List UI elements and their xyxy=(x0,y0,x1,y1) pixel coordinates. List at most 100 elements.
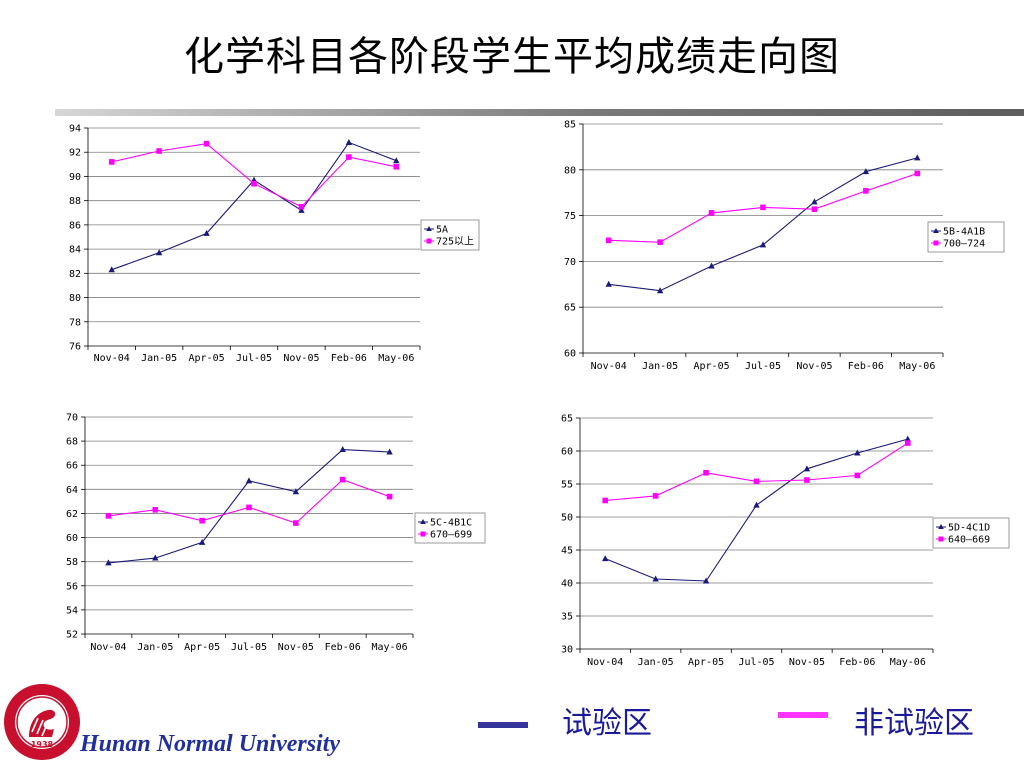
chart-5d-vs-640: 30 35 40 45 50 55 60 65 Nov-04 Jan-05 Apr-05 Jul-05… xyxy=(500,410,1010,672)
data-point xyxy=(760,204,766,211)
y-tick-label: 78 xyxy=(69,317,81,328)
data-point xyxy=(804,477,810,483)
data-point xyxy=(602,497,609,504)
key-label-experimental: 试验区 xyxy=(562,706,652,741)
data-point xyxy=(862,168,870,175)
university-seal-logo: 1938 xyxy=(2,682,82,762)
x-tick-label: Jul-05 xyxy=(231,642,267,653)
x-tick-label: Feb-06 xyxy=(848,361,884,372)
data-point xyxy=(702,577,710,584)
series-line-5a xyxy=(111,141,397,271)
data-point xyxy=(904,440,911,446)
legend-marker xyxy=(938,524,944,529)
y-tick-label: 54 xyxy=(66,605,78,616)
y-tick-label: 80 xyxy=(564,165,576,176)
x-tick-label: Nov-04 xyxy=(591,361,627,372)
legend-marker xyxy=(933,228,939,233)
x-tick-label: May-06 xyxy=(890,657,926,668)
y-tick-label: 92 xyxy=(69,148,81,159)
x-tick-label: Nov-05 xyxy=(796,361,832,372)
legend-label: 700—724 xyxy=(943,239,985,250)
data-point xyxy=(156,148,162,154)
data-point xyxy=(708,210,715,216)
svg-text:1938: 1938 xyxy=(31,740,54,749)
legend-marker xyxy=(938,536,944,542)
legend-box xyxy=(420,219,480,251)
data-point xyxy=(203,140,210,147)
title-divider xyxy=(55,109,1024,116)
legend-marker xyxy=(420,531,426,537)
y-tick-label: 35 xyxy=(561,612,573,623)
data-point xyxy=(904,435,911,442)
x-tick-label: Nov-05 xyxy=(283,353,319,364)
x-tick-label: Apr-05 xyxy=(688,657,724,668)
data-point xyxy=(251,180,257,187)
slide-title: 化学科目各阶段学生平均成绩走向图 xyxy=(184,34,840,80)
legend-box xyxy=(932,517,1010,549)
y-tick-label: 66 xyxy=(66,461,78,472)
key-swatch-experimental xyxy=(478,722,528,728)
data-point xyxy=(108,266,115,273)
chart-5c-vs-670: 52 54 56 58 60 62 64 66 68 70 Nov-04 Jan-05 Apr-05 Ju… xyxy=(0,405,500,660)
y-tick-label: 30 xyxy=(561,645,573,656)
y-tick-label: 88 xyxy=(69,196,81,207)
data-point xyxy=(108,159,115,165)
x-tick-label: Nov-05 xyxy=(278,642,314,653)
y-tick-label: 50 xyxy=(561,513,573,524)
y-tick-label: 45 xyxy=(561,546,573,557)
y-tick-label: 65 xyxy=(561,414,573,425)
y-tick-label: 65 xyxy=(564,303,576,314)
series-line-5d-4c1d xyxy=(604,438,908,582)
data-point xyxy=(803,465,811,472)
legend-marker xyxy=(933,240,939,246)
data-point xyxy=(811,206,818,212)
data-point xyxy=(346,154,352,160)
data-point xyxy=(199,517,205,524)
y-tick-label: 60 xyxy=(561,447,573,458)
y-tick-label: 62 xyxy=(66,509,78,520)
legend-marker xyxy=(420,519,426,524)
x-tick-label: Nov-04 xyxy=(94,353,130,364)
data-point xyxy=(298,203,305,210)
y-tick-label: 55 xyxy=(561,480,573,491)
legend-label: 5B-4A1B xyxy=(943,227,985,238)
y-tick-label: 58 xyxy=(66,557,78,568)
x-tick-label: Feb-06 xyxy=(839,657,875,668)
data-point xyxy=(386,493,393,500)
key-swatch-nonexperimental xyxy=(778,712,828,718)
y-tick-label: 60 xyxy=(66,533,78,544)
y-tick-label: 86 xyxy=(69,220,81,231)
key-experimental: 试验区 xyxy=(478,698,668,741)
chart-svg: 60 65 70 75 80 85 Nov-04 Jan-05 Apr-05 Jul-05 Nov-… xyxy=(564,120,1005,372)
y-tick-label: 56 xyxy=(66,581,78,592)
y-tick-label: 70 xyxy=(66,413,78,424)
x-tick-label: Jan-05 xyxy=(141,353,177,364)
legend-label: 640—669 xyxy=(948,535,990,546)
legend-label: 5A xyxy=(436,225,448,236)
chart-svg: 52 54 56 58 60 62 64 66 68 70 Nov-04 Jan-05 Apr-05 Ju… xyxy=(66,413,486,653)
legend-label: 670—699 xyxy=(430,530,472,541)
x-tick-label: Nov-04 xyxy=(90,642,126,653)
data-point xyxy=(708,262,715,269)
y-tick-label: 85 xyxy=(564,120,576,131)
data-point xyxy=(393,163,400,170)
legend-marker xyxy=(426,226,432,231)
x-tick-label: Jul-05 xyxy=(738,657,774,668)
key-nonexperimental: 非试验区 xyxy=(778,698,993,741)
data-point xyxy=(293,520,299,526)
data-point xyxy=(203,229,210,236)
x-tick-label: Jul-05 xyxy=(745,361,781,372)
data-point xyxy=(339,446,346,453)
x-tick-label: May-06 xyxy=(372,642,408,653)
data-point xyxy=(652,575,659,582)
x-tick-label: Feb-06 xyxy=(331,353,367,364)
x-tick-label: Jul-05 xyxy=(236,353,272,364)
y-tick-label: 70 xyxy=(564,257,576,268)
data-point xyxy=(605,237,612,244)
data-point xyxy=(914,170,921,177)
data-point xyxy=(393,157,400,164)
y-tick-label: 75 xyxy=(564,211,576,222)
series-line-5b-4a1b xyxy=(608,157,918,292)
data-point xyxy=(105,513,112,519)
x-tick-label: Apr-05 xyxy=(189,353,225,364)
